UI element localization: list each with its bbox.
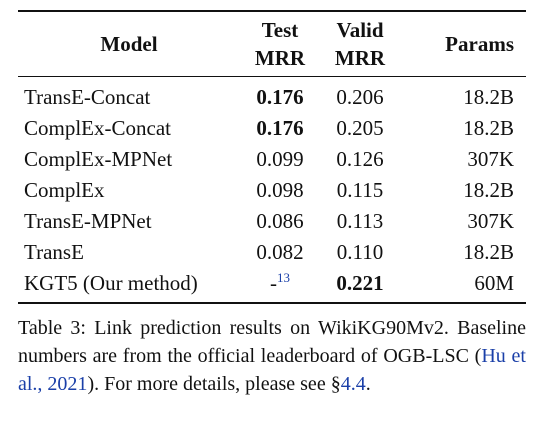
caption-text-3: . bbox=[365, 373, 371, 395]
cell-test-mrr: 0.176 bbox=[256, 84, 304, 109]
section-link[interactable]: 4.4 bbox=[340, 373, 366, 395]
cell-valid-mrr: 0.115 bbox=[336, 177, 384, 202]
cell-model: TransE-MPNet bbox=[24, 208, 152, 233]
table-caption: Table 3: Link prediction results on Wiki… bbox=[18, 314, 526, 398]
cell-model: ComplEx-MPNet bbox=[24, 146, 173, 171]
cell-test-mrr: 0.176 bbox=[256, 115, 304, 140]
cell-params: 18.2B bbox=[463, 84, 514, 109]
cell-params: 60M bbox=[474, 270, 514, 295]
table-row: ComplEx-MPNet 0.099 0.126 307K bbox=[18, 143, 526, 174]
cell-test-mrr: 0.086 bbox=[256, 208, 304, 233]
cell-params: 18.2B bbox=[463, 115, 514, 140]
cell-params: 18.2B bbox=[463, 177, 514, 202]
table-row: TransE-MPNet 0.086 0.113 307K bbox=[18, 205, 526, 236]
header-valid-mrr-line1: Valid bbox=[336, 18, 384, 42]
table-row: ComplEx-Concat 0.176 0.205 18.2B bbox=[18, 112, 526, 143]
cell-model: TransE-Concat bbox=[24, 84, 151, 109]
cell-params: 307K bbox=[467, 146, 514, 171]
cell-valid-mrr: 0.126 bbox=[336, 146, 384, 171]
footnote-marker[interactable]: 13 bbox=[277, 269, 290, 285]
cell-model: TransE bbox=[24, 239, 84, 264]
cell-test-mrr: 0.098 bbox=[256, 177, 304, 202]
cell-test-mrr: 0.082 bbox=[256, 239, 304, 264]
cell-model: KGT5 (Our method) bbox=[24, 270, 198, 295]
header-test-mrr: Test MRR bbox=[240, 11, 320, 77]
header-params: Params bbox=[445, 32, 514, 56]
caption-text-1: Table 3: Link prediction results on Wiki… bbox=[18, 317, 526, 367]
cell-valid-mrr: 0.206 bbox=[336, 84, 384, 109]
cell-test-mrr: -13 bbox=[240, 267, 320, 303]
table-row: TransE 0.082 0.110 18.2B bbox=[18, 236, 526, 267]
table-header-row: Model Test MRR Valid MRR Params bbox=[18, 11, 526, 77]
cell-params: 18.2B bbox=[463, 239, 514, 264]
results-table-container: Model Test MRR Valid MRR Params TransE-C… bbox=[18, 10, 526, 304]
header-valid-mrr: Valid MRR bbox=[320, 11, 400, 77]
cell-valid-mrr: 0.221 bbox=[336, 270, 384, 295]
cell-params: 307K bbox=[467, 208, 514, 233]
cell-model: ComplEx-Concat bbox=[24, 115, 171, 140]
table-row: TransE-Concat 0.176 0.206 18.2B bbox=[18, 76, 526, 113]
test-mrr-dash: - bbox=[270, 270, 277, 295]
cell-test-mrr: 0.099 bbox=[256, 146, 304, 171]
cell-valid-mrr: 0.113 bbox=[336, 208, 384, 233]
cell-valid-mrr: 0.205 bbox=[336, 115, 384, 140]
header-test-mrr-line1: Test bbox=[261, 18, 299, 42]
header-valid-mrr-line2: MRR bbox=[334, 46, 386, 70]
table-row: ComplEx 0.098 0.115 18.2B bbox=[18, 174, 526, 205]
table-row: KGT5 (Our method) -13 0.221 60M bbox=[18, 267, 526, 303]
cell-valid-mrr: 0.110 bbox=[336, 239, 384, 264]
header-model: Model bbox=[100, 32, 158, 56]
cell-model: ComplEx bbox=[24, 177, 105, 202]
header-test-mrr-line2: MRR bbox=[254, 46, 306, 70]
results-table: Model Test MRR Valid MRR Params TransE-C… bbox=[18, 10, 526, 304]
caption-text-2: ). For more details, please see § bbox=[87, 373, 341, 395]
citation-link[interactable]: Hu et al., 2021 bbox=[18, 345, 526, 395]
